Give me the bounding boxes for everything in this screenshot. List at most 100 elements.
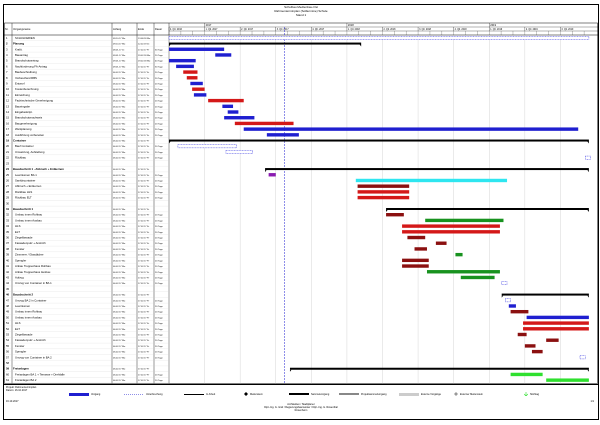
row-start-date: 06.02.17 Mo	[113, 186, 126, 188]
row-start-date: 06.02.17 Mo	[113, 380, 126, 382]
row-task-name: Brandschutzantrag	[15, 59, 39, 63]
row-start-date: 06.02.17 Mo	[113, 72, 126, 74]
row-task-name: Vorbescheid RBS	[15, 76, 37, 80]
row-duration: 20 Tage	[155, 83, 164, 85]
row-task-name: Bauantrag	[15, 53, 28, 57]
row-start-date: 06.02.17 Mo	[113, 192, 126, 194]
row-task-name: Einreichung	[15, 93, 30, 97]
row-start-date: 06.02.17 Mo	[113, 101, 126, 103]
row-duration: 20 Tage	[155, 283, 164, 285]
row-start-date: 06.02.17 Mo	[113, 123, 126, 125]
row-task-name: Umzug von Container in BA 2	[15, 355, 52, 359]
row-end-date: 17.02.17 Fr	[138, 82, 149, 85]
row-end-date: 17.02.17 Fr	[138, 208, 149, 211]
row-end-date: 17.02.17 Fr	[138, 254, 149, 257]
row-start-date: 09.01.17 Mo	[113, 66, 126, 68]
quarter-label: 1. Qtl. 2019	[490, 28, 503, 31]
row-end-date: 17.02.17 Fr	[138, 311, 149, 314]
summary-cap-start	[265, 170, 267, 173]
row-task-name: Eingabeskript.	[15, 110, 33, 114]
row-task-name: Fenster	[15, 247, 25, 251]
row-start-date: 06.02.17 Mo	[113, 340, 126, 342]
row-task-name: ELT	[15, 230, 20, 234]
row-task-name: Ausführung vorbereiten	[15, 133, 45, 137]
header-status: Stand 1	[295, 13, 307, 17]
task-bar	[169, 47, 225, 51]
row-start-date: 06.02.17 Mo	[113, 220, 126, 222]
row-start-date: 06.02.17 Mo	[113, 369, 126, 371]
task-bar	[183, 70, 198, 74]
row-duration: 20 Tage	[155, 192, 164, 194]
task-bar	[510, 309, 529, 314]
row-end-date: 17.02.17 Fr	[138, 231, 149, 234]
row-task-name: Anbau Treppenhaus Rohbau	[15, 264, 51, 268]
task-bar	[523, 321, 589, 325]
legend-label: Stichtag	[530, 392, 540, 396]
summary-bar	[265, 168, 589, 171]
row-duration: 20 Tage	[155, 89, 164, 91]
row-number: 56	[6, 350, 10, 354]
row-number: 39	[6, 253, 10, 257]
task-bar	[192, 87, 205, 91]
task-bar	[357, 195, 410, 200]
row-duration: 20 Tage	[155, 198, 164, 200]
row-duration: 20 Tage	[155, 112, 164, 114]
row-start-date: 06.02.17 Mo	[113, 374, 126, 376]
legend-item-deadline: Stichtag	[524, 392, 539, 396]
row-start-date: 06.02.17 Mo	[113, 277, 126, 279]
task-bar	[435, 241, 447, 245]
row-number: 52	[6, 327, 10, 331]
legend-label: Vorgang	[91, 392, 101, 396]
summary-cap-start	[169, 44, 171, 47]
task-bar	[243, 127, 579, 131]
row-task-name: HLS	[15, 224, 21, 228]
task-bar	[215, 53, 232, 57]
document-header: Schulbau Medienbau-Ost Rahmenterminplan …	[4, 5, 598, 17]
year-label: 2017	[206, 23, 212, 27]
year-label: 2018	[348, 23, 354, 27]
row-duration: 20 Tage	[155, 335, 164, 337]
row-end-date: 17.02.17 Fr	[138, 368, 149, 371]
row-number: 4	[6, 53, 8, 57]
row-number: 37	[6, 241, 10, 245]
row-task-name: Kraftt.	[15, 47, 23, 51]
row-duration: 20 Tage	[155, 374, 164, 376]
summary-cap-start	[169, 141, 171, 144]
row-number: 32	[6, 213, 10, 217]
quarter-label: 4. Qtl. 2017	[312, 28, 325, 31]
row-start-date: 06.02.17 Mo	[113, 266, 126, 268]
legend-item-external-task: Externe Vorgänge	[399, 392, 441, 396]
row-task-name: Fassadenputz + Anstrich	[15, 338, 46, 342]
row-end-date: 13.08.18 Mo	[138, 38, 151, 40]
row-start-date: 06.02.17 Mo	[113, 226, 126, 228]
row-start-date: 06.02.17 Mo	[113, 283, 126, 285]
container-move-bar	[501, 281, 508, 286]
row-start-date: 06.02.17 Mo	[113, 106, 126, 108]
container-move-bar	[177, 144, 237, 149]
row-duration: 20 Tage	[155, 266, 164, 268]
row-end-date: 17.02.17 Fr	[138, 197, 149, 200]
task-bar	[402, 230, 500, 234]
task-bar	[402, 224, 500, 228]
row-end-date: 17.02.17 Fr	[138, 77, 149, 80]
legend-label: Meilenstein	[250, 392, 263, 396]
row-duration: 20 Tage	[155, 317, 164, 319]
task-bar	[357, 184, 410, 188]
row-task-name: Bauabschnitt 2	[13, 293, 33, 297]
row-number: 27	[6, 184, 10, 188]
task-bar	[510, 372, 543, 377]
row-start-date: 06.02.17 Mo	[113, 232, 126, 234]
footer-date: 16.10.2017	[6, 400, 19, 403]
row-task-name: Nachforderung FA-Antrag	[15, 64, 47, 68]
row-start-date: 06.02.17 Mo	[113, 238, 126, 240]
row-duration: 20 Tage	[155, 272, 164, 274]
gantt-sheet: Schulbau Medienbau-Ost Rahmenterminplan …	[3, 4, 599, 420]
task-bar	[546, 338, 559, 342]
row-end-date: 17.02.17 Fr	[138, 305, 149, 308]
task-bar	[386, 213, 404, 217]
row-task-name: Fassadenputz + Anstrich	[15, 241, 46, 245]
row-start-date: 08.01.17 Di	[113, 49, 125, 51]
task-bar	[357, 190, 410, 194]
task-bar	[531, 349, 543, 354]
col-header-name: Vorgangsname	[13, 27, 31, 31]
